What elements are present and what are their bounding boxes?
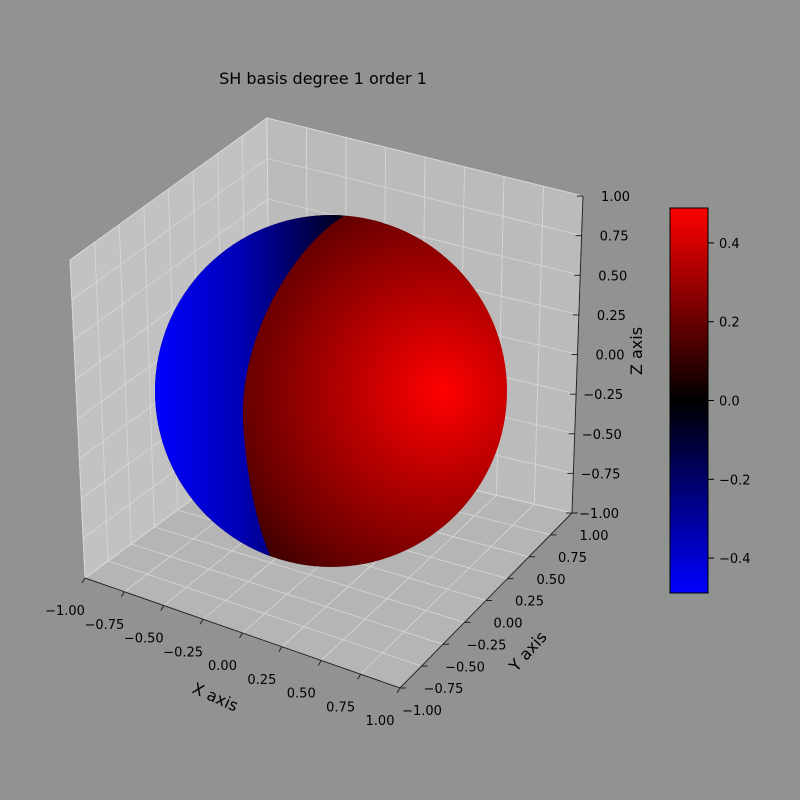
- x-tick-label: 1.00: [366, 714, 395, 729]
- x-tick-mark: [120, 591, 125, 598]
- y-tick-label: −0.25: [467, 638, 507, 653]
- grid-line: [143, 206, 465, 623]
- z-tick-label: 0.75: [600, 230, 629, 245]
- x-tick-label: −0.25: [163, 645, 203, 660]
- y-tick-label: 0.75: [558, 551, 587, 566]
- x-tick-mark: [357, 673, 362, 680]
- z-tick-label: 0.00: [596, 349, 625, 364]
- z-tick-label: 0.25: [597, 309, 626, 324]
- colorbar-gradient: [669, 207, 709, 594]
- x-tick-label: −1.00: [45, 604, 85, 619]
- x-axis-label: X axis: [189, 679, 241, 716]
- grid-line: [118, 224, 444, 645]
- x-tick-label: 0.50: [287, 687, 316, 702]
- grid-line: [168, 188, 487, 601]
- z-tick-label: −0.50: [582, 428, 622, 443]
- x-tick-label: −0.50: [124, 632, 164, 647]
- y-tick-label: 1.00: [580, 529, 609, 544]
- colorbar-tick-label: 0.2: [719, 316, 740, 331]
- x-tick-mark: [160, 605, 165, 611]
- y-tick-label: −0.50: [445, 660, 485, 675]
- y-tick-label: 0.25: [515, 595, 544, 610]
- y-tick-label: −1.00: [402, 704, 442, 719]
- x-axis-ticks: −1.00−0.75−0.50−0.25 0.00 0.25 0.50 0.75 1.00: [45, 577, 401, 729]
- chart-title: SH basis degree 1 order 1: [219, 69, 427, 88]
- x-tick-label: −0.75: [84, 618, 124, 633]
- x-tick-mark: [239, 632, 243, 639]
- y-tick-label: 0.50: [537, 573, 566, 588]
- colorbar-tick-label: 0.0: [719, 395, 740, 410]
- colorbar-tick-label: −0.2: [719, 473, 751, 488]
- y-tick-label: −0.75: [424, 682, 464, 697]
- x-tick-mark: [81, 577, 86, 584]
- x-tick-mark: [278, 646, 283, 653]
- z-tick-label: −1.00: [579, 507, 619, 522]
- y-tick-label: 0.00: [494, 617, 523, 632]
- x-tick-mark: [199, 618, 204, 625]
- z-axis-ticks: −1.00 −0.75 −0.50 −0.25 0.00 0.25 0.50 0.75 1.00: [566, 190, 630, 522]
- colorbar-tick-label: −0.4: [719, 552, 751, 567]
- x-tick-label: 0.25: [247, 673, 276, 688]
- colorbar: −0.4 −0.2 0.0 0.2 0.4: [669, 207, 751, 594]
- sphere-surface: [155, 215, 507, 567]
- z-tick-label: −0.75: [581, 467, 621, 482]
- x-tick-mark: [317, 660, 322, 666]
- x-tick-label: 0.75: [326, 700, 355, 715]
- colorbar-ticks: −0.4 −0.2 0.0 0.2 0.4: [708, 237, 751, 567]
- y-axis-ticks: −1.00 −0.75 −0.50 −0.25 0.00 0.25 0.50 0.75 1.00: [400, 512, 609, 719]
- z-tick-label: 1.00: [601, 190, 630, 205]
- z-tick-label: −0.25: [583, 388, 623, 403]
- z-tick-label: 0.50: [598, 269, 627, 284]
- y-axis-label: Y axis: [504, 628, 550, 676]
- grid-line: [94, 242, 422, 667]
- sphere-negative-lobe: [155, 215, 346, 567]
- x-tick-label: 0.00: [208, 659, 237, 674]
- grid-line: [69, 117, 584, 261]
- x-tick-mark: [396, 687, 401, 694]
- z-axis-label: Z axis: [627, 327, 646, 375]
- colorbar-tick-label: 0.4: [719, 237, 740, 252]
